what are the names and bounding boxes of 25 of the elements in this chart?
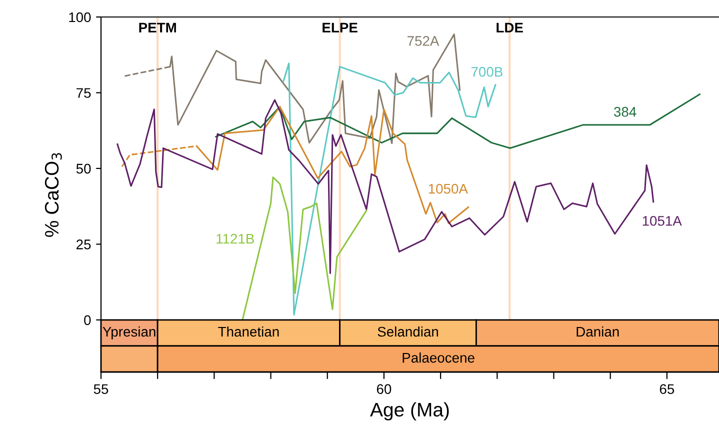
y-tick-label: 25 [76, 240, 91, 250]
x-tick-label: 60 [376, 384, 392, 394]
series-label: 1121B [216, 234, 254, 244]
line-series [215, 93, 701, 149]
series-label: 1050A [428, 184, 468, 194]
band-label: Thanetian [218, 326, 279, 337]
band-label: Selandian [378, 326, 438, 337]
x-tick-label: 55 [94, 384, 108, 394]
series-label: 384 [614, 106, 636, 117]
band-label: Ypresian [102, 326, 156, 340]
ref-line-label: ELPE [322, 22, 358, 32]
y-tick-label: 75 [76, 88, 91, 98]
x-axis-title: Age (Ma) [370, 402, 449, 420]
ref-line-label: PETM [139, 22, 176, 32]
y-tick-label: 100 [69, 12, 91, 22]
y-tick-label: 0 [84, 315, 91, 326]
series-label: 1051A [642, 216, 682, 226]
band-label: Palaeocene [402, 352, 474, 363]
y-tick-label: 50 [76, 164, 91, 174]
ref-line-label: LDE [496, 22, 523, 32]
y-axis-title: % CaCO$_{3}$ [44, 153, 62, 237]
band-label: Danian [576, 326, 619, 337]
series-label: 700B [471, 66, 502, 77]
x-tick-label: 65 [660, 384, 674, 394]
series-label: 752A [408, 36, 440, 46]
